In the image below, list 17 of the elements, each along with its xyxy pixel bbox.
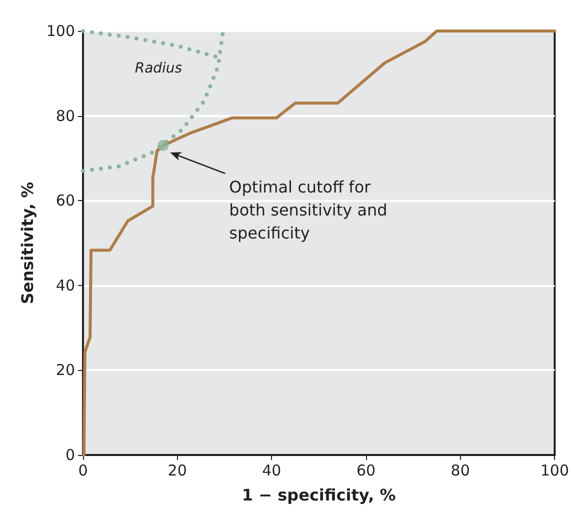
line-series [81,29,226,173]
y-tick-label: 80 [56,106,75,125]
y-tick-label: 60 [56,192,75,210]
x-tick-label: 20 [168,462,187,480]
annotation: Optimal cutoff for both sensitivity and specificity [229,177,388,242]
x-tick-label: 40 [262,462,282,480]
y-axis-title: Sensitivity, % [18,182,37,304]
y-tick-label: 0 [65,446,75,464]
x-tick-label: 0 [78,462,88,480]
x-tick-label: 60 [356,462,376,480]
x-axis-title: 1 − specificity, % [242,486,396,504]
annotation: Radius [134,60,182,77]
y-tick-label: 20 [56,361,75,380]
y-tick-label: 40 [56,276,75,294]
x-tick-label: 80 [450,462,470,480]
y-tick-label: 100 [46,22,75,40]
x-tick-label: 100 [540,462,570,480]
